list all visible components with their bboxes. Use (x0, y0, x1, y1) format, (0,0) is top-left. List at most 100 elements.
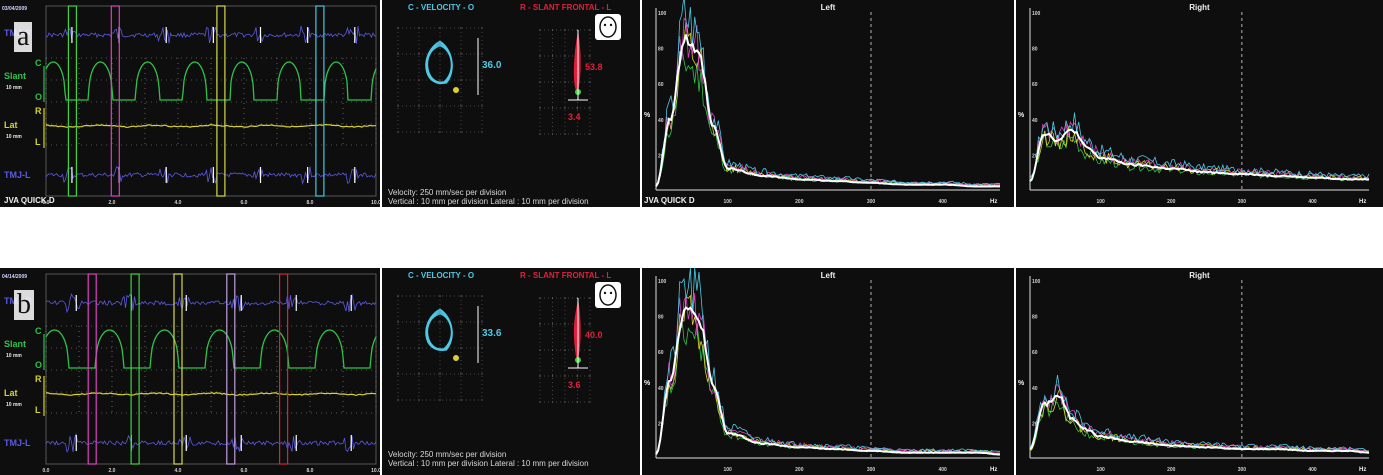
y-tick-label: 20 (1032, 153, 1038, 159)
emg-trace-bottom (45, 432, 377, 453)
x-tick-label: 400 (938, 199, 947, 205)
grid-dot (439, 53, 441, 55)
time-tick-label: 0.0 (43, 468, 50, 474)
slant-mark-bottom: O (35, 92, 42, 102)
y-axis-unit: % (644, 380, 651, 387)
time-tick-label: 10.0 (371, 200, 380, 206)
velocity-loop (425, 40, 453, 84)
spectrum-trial-line (1029, 112, 1370, 179)
grid-dot (439, 373, 441, 375)
cursor-marker (279, 273, 289, 465)
lat-mark-top: R (35, 106, 42, 116)
face-icon-bg (595, 282, 621, 308)
grid-dot (576, 133, 579, 135)
scale-note: Vertical : 10 mm per division Lateral : … (388, 197, 589, 206)
y-axis-unit: % (1018, 380, 1025, 387)
x-tick-label: 100 (1096, 199, 1105, 205)
y-tick-label: 100 (658, 11, 667, 17)
spectrum-trial-line (1029, 374, 1370, 452)
grid-dot (439, 105, 441, 107)
grid-dot (481, 131, 483, 133)
velocity-value: 33.6 (482, 328, 502, 339)
emg-trace-bottom (45, 165, 377, 185)
spectrum-left-panel: Left% Hz 100 80 60 40 20 100 200 300 400 (642, 268, 1014, 475)
slant-mark-bottom: O (35, 360, 42, 370)
time-tick-label: 2.0 (109, 200, 116, 206)
x-axis-unit: Hz (990, 199, 997, 205)
channel-label-bottom: TMJ-L (4, 170, 31, 180)
spectrum-trial-line (655, 294, 1001, 455)
grid-dot (439, 131, 441, 133)
slant-grid (539, 29, 591, 135)
cursor-marker (110, 5, 120, 197)
waveform-footer: JVA QUICK D (4, 196, 55, 205)
x-tick-label: 100 (723, 199, 732, 205)
x-tick-label: 100 (723, 467, 732, 473)
cursor-marker (67, 5, 78, 197)
y-tick-label: 60 (1032, 350, 1038, 356)
time-tick-label: 10.0 (371, 468, 380, 474)
grid-dot (576, 401, 579, 403)
velocity-title: C - VELOCITY - O (408, 3, 474, 12)
slant-title: R - SLANT FRONTAL - L (520, 3, 611, 12)
channel-label-slant: Slant (4, 71, 26, 81)
y-tick-label: 60 (658, 82, 664, 88)
y-tick-label: 100 (658, 279, 667, 285)
spectrum-right-panel: Right% Hz 100 80 60 40 20 100 200 300 400 (1016, 268, 1383, 475)
x-tick-label: 400 (938, 467, 947, 473)
face-icon-eye (609, 291, 613, 295)
face-icon-head (599, 284, 617, 306)
spectrum-mean-line (1029, 128, 1370, 182)
slant-trace (573, 33, 581, 94)
velocity-grid (397, 295, 483, 401)
face-icon-bg (595, 14, 621, 40)
x-tick-label: 300 (867, 199, 876, 205)
grid-dot (589, 401, 591, 403)
y-tick-label: 80 (658, 315, 664, 321)
x-tick-label: 200 (795, 199, 804, 205)
slant-trace (45, 61, 377, 101)
cursor-marker (216, 5, 226, 197)
spectrum-title: Left (821, 3, 836, 12)
cursor-marker (173, 273, 183, 465)
slant-trace (45, 329, 377, 369)
slant-scale: 10 mm (6, 353, 22, 359)
time-tick-label: 8.0 (307, 200, 314, 206)
slant-mark-top: C (35, 326, 42, 336)
cursor-marker (226, 273, 236, 465)
y-tick-label: 20 (658, 153, 664, 159)
slant-scale: 10 mm (6, 85, 22, 91)
spectrum-trial-line (655, 268, 1000, 455)
spectrum-mean-line (1029, 394, 1370, 454)
x-tick-label: 400 (1308, 467, 1317, 473)
velocity-grid (397, 27, 483, 133)
spectrum-left-panel: Left% Hz 100 80 60 40 20 100 200 300 400 JVA QUICK… (642, 0, 1014, 207)
velocity-title: C - VELOCITY - O (408, 271, 474, 280)
channel-label-bottom: TMJ-L (4, 438, 31, 448)
cursor-marker (315, 5, 325, 197)
y-tick-label: 80 (658, 47, 664, 53)
lat-scale: 10 mm (6, 402, 22, 408)
panel-letter: b (14, 290, 34, 320)
grid-dot (576, 375, 579, 377)
channel-label-lat: Lat (4, 388, 18, 398)
date-label: 03/04/2009 (2, 6, 27, 12)
spectrum-title: Right (1189, 3, 1210, 12)
dotted-grid (45, 57, 377, 146)
y-axis-unit: % (1018, 112, 1025, 119)
grid-dot (481, 53, 483, 55)
spectrum-trial-line (655, 48, 1001, 187)
time-tick-label: 2.0 (109, 468, 116, 474)
grid-dot (481, 105, 483, 107)
cursor-marker (87, 273, 97, 465)
slant-mark-top: C (35, 58, 42, 68)
channel-label-lat: Lat (4, 120, 18, 130)
emg-trace-top (45, 25, 377, 44)
spectrum-title: Right (1189, 271, 1210, 280)
velocity-loop (425, 308, 453, 351)
grid-dot (589, 107, 591, 109)
lat-mark-bottom: L (35, 137, 41, 147)
y-tick-label: 20 (658, 421, 664, 427)
